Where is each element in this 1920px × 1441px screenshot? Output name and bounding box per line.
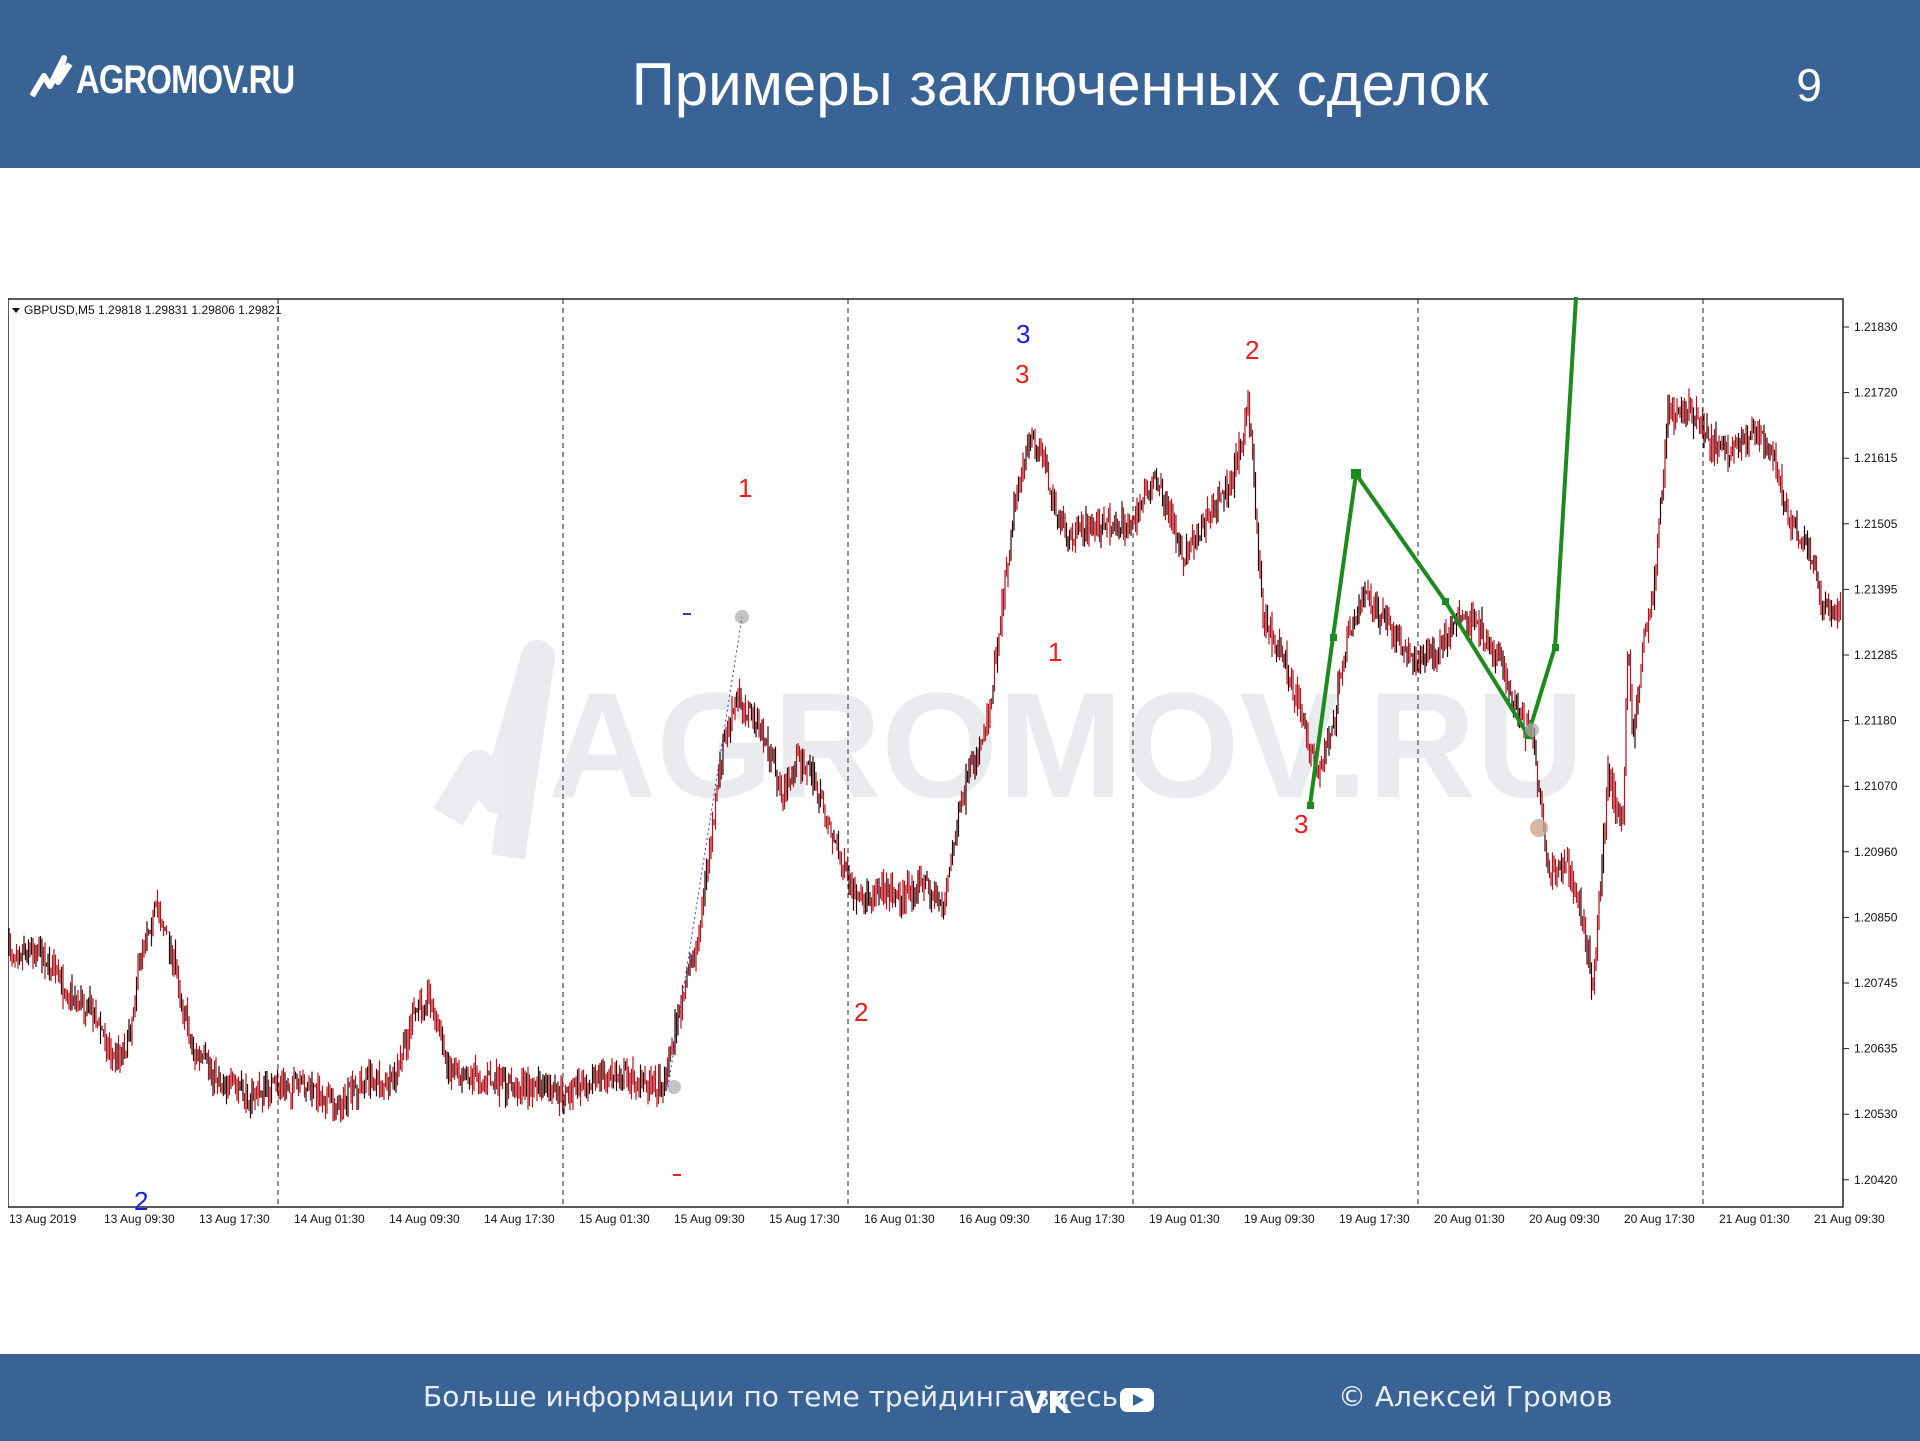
time-label: 15 Aug 01:30	[579, 1212, 650, 1226]
wave-label: 2	[1245, 335, 1259, 365]
lightning-logo-icon	[30, 55, 73, 98]
time-label: 13 Aug 2019	[9, 1212, 77, 1226]
time-label: 13 Aug 09:30	[104, 1212, 175, 1226]
plot-frame	[8, 298, 1844, 1208]
wave-label: 1	[1048, 637, 1062, 667]
price-label: 1.21615	[1854, 451, 1898, 465]
time-label: 13 Aug 17:30	[199, 1212, 270, 1226]
logo-text: AGROMOV.RU	[76, 57, 295, 102]
slide-title: Примеры заключенных сделок	[631, 51, 1489, 118]
footer-info-text: Больше информации по теме трейдинга здес…	[423, 1380, 1119, 1413]
time-label: 20 Aug 09:30	[1529, 1212, 1600, 1226]
time-label: 15 Aug 17:30	[769, 1212, 840, 1226]
watermark: AGROMOV.RU	[433, 640, 1584, 860]
time-label: 19 Aug 17:30	[1339, 1212, 1410, 1226]
price-axis: 1.21830 1.21720 1.21615 1.21505 1.21395 1.212…	[1843, 320, 1898, 1187]
time-label: 14 Aug 01:30	[294, 1212, 365, 1226]
day-separators	[277, 299, 1704, 1207]
youtube-icon[interactable]	[1120, 1388, 1154, 1412]
vk-icon[interactable]: VK	[1024, 1386, 1071, 1421]
time-label: 15 Aug 09:30	[674, 1212, 745, 1226]
time-label: 16 Aug 09:30	[959, 1212, 1030, 1226]
price-label: 1.21180	[1854, 714, 1897, 728]
svg-text:GBPUSD,M5 1.29818 1.29831 1.2: GBPUSD,M5 1.29818 1.29831 1.29806 1.2982…	[24, 303, 282, 317]
site-logo[interactable]: AGROMOV.RU	[30, 48, 342, 112]
price-chart[interactable]: AGROMOV.RU 2 1 2 3 3 1	[8, 297, 1900, 1234]
wave-label: 1	[738, 473, 752, 503]
time-label: 21 Aug 01:30	[1719, 1212, 1790, 1226]
time-label: 14 Aug 09:30	[389, 1212, 460, 1226]
price-label: 1.20745	[1854, 976, 1898, 990]
time-label: 14 Aug 17:30	[484, 1212, 555, 1226]
wave-label: 2	[134, 1186, 148, 1216]
time-label: 19 Aug 01:30	[1149, 1212, 1220, 1226]
time-label: 19 Aug 09:30	[1244, 1212, 1315, 1226]
wave-label: 3	[1294, 809, 1308, 839]
price-label: 1.20635	[1854, 1042, 1898, 1056]
trade-marker[interactable]	[1552, 644, 1559, 651]
trade-marker[interactable]	[1351, 469, 1361, 479]
time-label: 20 Aug 17:30	[1624, 1212, 1695, 1226]
price-label: 1.21720	[1854, 386, 1898, 400]
trade-marker[interactable]	[1442, 598, 1449, 605]
time-label: 16 Aug 01:30	[864, 1212, 935, 1226]
wave-label: 3	[1016, 319, 1030, 349]
copyright-text: © Алексей Громов	[1338, 1380, 1613, 1413]
footer-bar	[0, 1354, 1920, 1441]
price-label: 1.21070	[1854, 779, 1898, 793]
price-label: 1.20420	[1854, 1173, 1898, 1187]
time-label: 21 Aug 09:30	[1814, 1212, 1885, 1226]
wave-labels: 2 1 2 3 3 1 2 3	[134, 319, 1308, 1216]
svg-text:AGROMOV.RU: AGROMOV.RU	[548, 661, 1584, 829]
candlestick-series	[8, 388, 1842, 1123]
price-label: 1.20960	[1854, 845, 1898, 859]
symbol-info: GBPUSD,M5 1.29818 1.29831 1.29806 1.2982…	[12, 303, 282, 317]
pivot-markers	[667, 610, 1548, 1176]
time-axis: 13 Aug 2019 13 Aug 09:30 13 Aug 17:30 14 Au…	[9, 1212, 1885, 1226]
trade-marker[interactable]	[1330, 634, 1337, 641]
wave-label: 2	[854, 997, 868, 1027]
price-label: 1.21285	[1854, 648, 1898, 662]
header-bar: AGROMOV.RU Примеры заключенных сделок 9	[0, 0, 1920, 168]
trade-marker[interactable]	[1307, 802, 1314, 809]
price-label: 1.21395	[1854, 582, 1898, 596]
time-label: 20 Aug 01:30	[1434, 1212, 1505, 1226]
price-label: 1.20850	[1854, 910, 1898, 924]
wave-label: 3	[1015, 359, 1029, 389]
time-label: 16 Aug 17:30	[1054, 1212, 1125, 1226]
page-number: 9	[1796, 59, 1822, 111]
price-label: 1.21505	[1854, 517, 1898, 531]
price-label: 1.21830	[1854, 320, 1898, 334]
price-label: 1.20530	[1854, 1107, 1898, 1121]
